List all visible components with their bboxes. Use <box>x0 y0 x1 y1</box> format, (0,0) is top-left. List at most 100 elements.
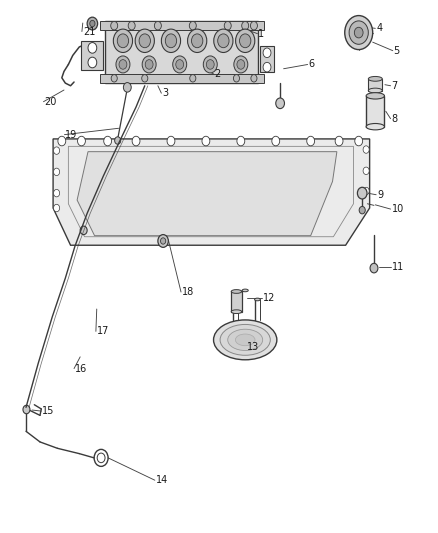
Circle shape <box>370 263 378 273</box>
Circle shape <box>363 146 369 154</box>
FancyBboxPatch shape <box>366 96 385 127</box>
Circle shape <box>224 21 231 30</box>
Circle shape <box>154 21 161 30</box>
Circle shape <box>187 29 207 52</box>
Circle shape <box>240 34 251 48</box>
Text: 9: 9 <box>377 190 383 200</box>
Ellipse shape <box>214 320 277 360</box>
Circle shape <box>237 60 245 69</box>
Circle shape <box>53 204 60 212</box>
Circle shape <box>214 29 233 52</box>
Text: 21: 21 <box>83 27 95 37</box>
Circle shape <box>128 21 135 30</box>
Circle shape <box>116 56 130 73</box>
Circle shape <box>242 21 249 30</box>
Circle shape <box>357 187 367 199</box>
Circle shape <box>233 75 240 82</box>
Circle shape <box>80 226 87 235</box>
Circle shape <box>160 238 166 244</box>
Circle shape <box>53 147 60 155</box>
Circle shape <box>145 60 153 69</box>
Text: 4: 4 <box>376 23 382 34</box>
Ellipse shape <box>366 124 385 130</box>
Circle shape <box>142 56 156 73</box>
Ellipse shape <box>235 334 255 346</box>
Circle shape <box>202 136 210 146</box>
Circle shape <box>165 34 177 48</box>
Text: 8: 8 <box>392 114 398 124</box>
Text: 1: 1 <box>258 29 265 39</box>
Circle shape <box>53 189 60 197</box>
Text: 17: 17 <box>97 326 109 336</box>
Ellipse shape <box>254 298 260 301</box>
Text: 15: 15 <box>42 406 55 416</box>
Circle shape <box>87 17 98 30</box>
Polygon shape <box>53 139 370 245</box>
Circle shape <box>113 29 133 52</box>
Text: 18: 18 <box>182 287 194 297</box>
Polygon shape <box>106 21 258 83</box>
Circle shape <box>90 20 95 27</box>
Circle shape <box>234 56 248 73</box>
Circle shape <box>307 136 314 146</box>
Text: 2: 2 <box>215 69 221 79</box>
Circle shape <box>173 56 187 73</box>
Circle shape <box>263 48 271 58</box>
Circle shape <box>335 136 343 146</box>
Circle shape <box>124 83 131 92</box>
Text: 3: 3 <box>162 88 168 98</box>
Circle shape <box>58 136 66 146</box>
Circle shape <box>23 405 30 414</box>
Circle shape <box>251 21 258 30</box>
Circle shape <box>236 29 255 52</box>
Ellipse shape <box>228 329 263 351</box>
Text: 10: 10 <box>392 204 404 214</box>
Circle shape <box>88 43 97 53</box>
Circle shape <box>135 29 154 52</box>
Circle shape <box>218 34 229 48</box>
Text: 6: 6 <box>308 60 314 69</box>
Polygon shape <box>81 41 103 70</box>
Text: 13: 13 <box>247 342 260 352</box>
Circle shape <box>251 75 257 82</box>
Circle shape <box>176 60 184 69</box>
Circle shape <box>117 34 129 48</box>
Circle shape <box>203 56 217 73</box>
Ellipse shape <box>231 310 242 313</box>
Circle shape <box>104 136 112 146</box>
Circle shape <box>111 75 117 82</box>
Circle shape <box>119 60 127 69</box>
Circle shape <box>345 15 373 50</box>
Circle shape <box>363 167 369 174</box>
Polygon shape <box>261 46 274 72</box>
Circle shape <box>115 137 121 144</box>
Text: 12: 12 <box>263 293 275 303</box>
Ellipse shape <box>366 93 385 99</box>
Ellipse shape <box>233 296 239 298</box>
Circle shape <box>167 136 175 146</box>
Circle shape <box>237 136 245 146</box>
Text: 5: 5 <box>394 46 400 55</box>
Circle shape <box>191 34 203 48</box>
Circle shape <box>355 136 363 146</box>
Circle shape <box>161 29 180 52</box>
Circle shape <box>349 21 368 44</box>
Circle shape <box>363 187 369 195</box>
Circle shape <box>206 60 214 69</box>
Circle shape <box>359 206 365 214</box>
Circle shape <box>189 21 196 30</box>
Text: 20: 20 <box>44 96 57 107</box>
Circle shape <box>142 75 148 82</box>
Polygon shape <box>100 74 264 83</box>
Circle shape <box>263 62 271 72</box>
Text: 19: 19 <box>65 130 78 140</box>
Circle shape <box>272 136 280 146</box>
Ellipse shape <box>220 325 270 356</box>
Ellipse shape <box>231 289 242 293</box>
Text: 11: 11 <box>392 262 404 271</box>
Circle shape <box>111 21 118 30</box>
Circle shape <box>276 98 285 109</box>
Circle shape <box>88 57 97 68</box>
Circle shape <box>354 27 363 38</box>
Text: 7: 7 <box>392 81 398 91</box>
